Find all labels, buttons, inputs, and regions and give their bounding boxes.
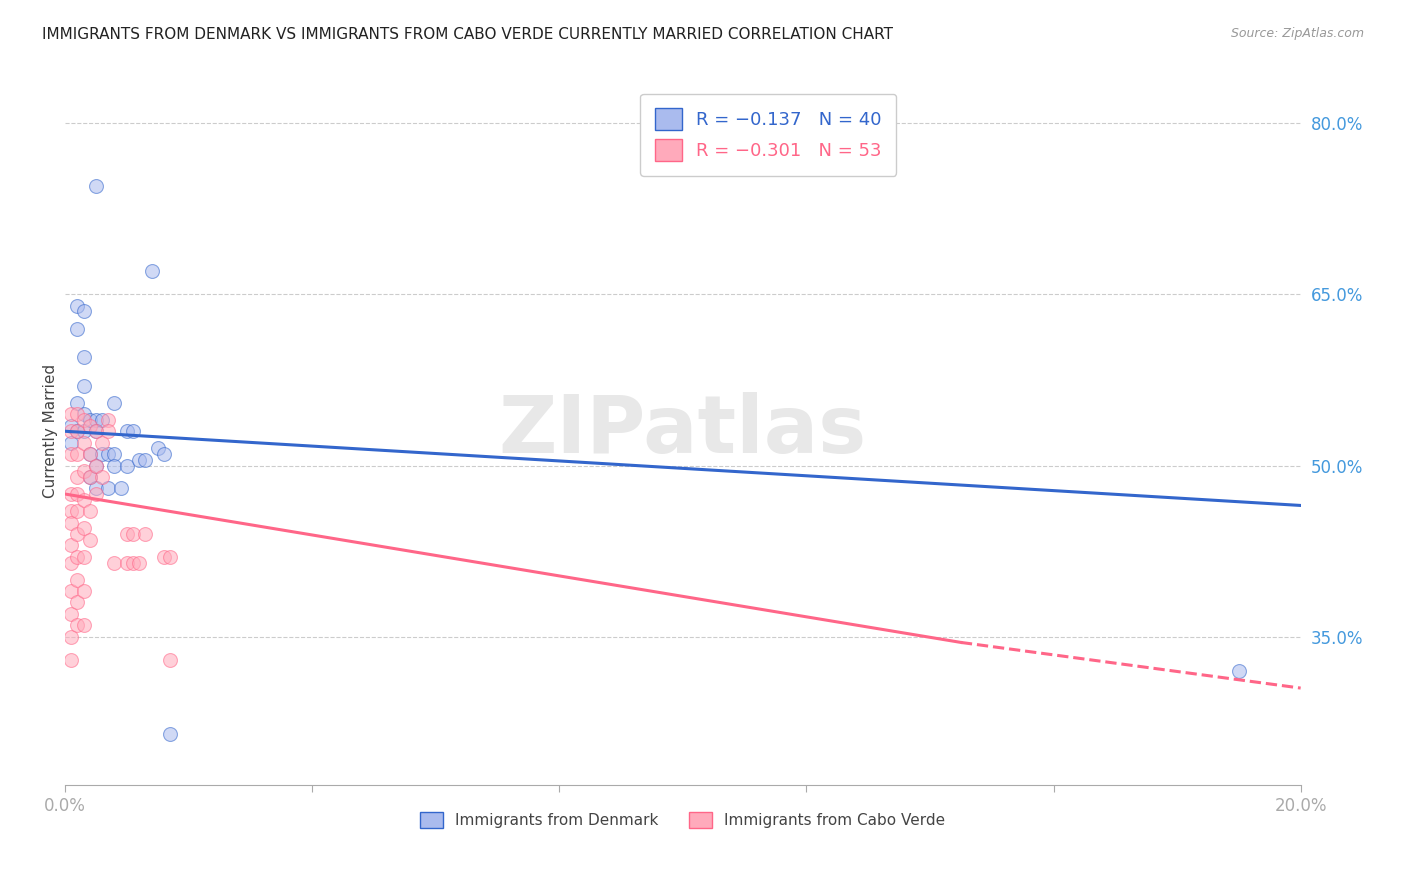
Point — [91, 435, 114, 450]
Point — [66, 618, 89, 632]
Point — [159, 652, 181, 666]
Point — [115, 556, 138, 570]
Point — [72, 378, 94, 392]
Point — [79, 470, 101, 484]
Point — [141, 264, 163, 278]
Point — [66, 321, 89, 335]
Point — [60, 418, 83, 433]
Point — [159, 549, 181, 564]
Point — [91, 470, 114, 484]
Text: ZIPatlas: ZIPatlas — [499, 392, 868, 470]
Point — [146, 442, 169, 456]
Y-axis label: Currently Married: Currently Married — [44, 364, 58, 499]
Point — [66, 447, 89, 461]
Point — [66, 424, 89, 438]
Point — [60, 504, 83, 518]
Point — [115, 458, 138, 473]
Point — [66, 299, 89, 313]
Point — [66, 527, 89, 541]
Point — [84, 178, 107, 193]
Point — [84, 487, 107, 501]
Point — [79, 447, 101, 461]
Point — [122, 556, 145, 570]
Point — [97, 447, 120, 461]
Point — [153, 447, 176, 461]
Point — [115, 527, 138, 541]
Point — [72, 424, 94, 438]
Point — [60, 652, 83, 666]
Point — [72, 350, 94, 364]
Point — [122, 424, 145, 438]
Point — [97, 413, 120, 427]
Point — [72, 521, 94, 535]
Point — [66, 549, 89, 564]
Point — [153, 549, 176, 564]
Point — [72, 618, 94, 632]
Point — [60, 584, 83, 599]
Point — [79, 470, 101, 484]
Point — [84, 424, 107, 438]
Point — [79, 418, 101, 433]
Point — [66, 470, 89, 484]
Point — [110, 481, 132, 495]
Point — [72, 304, 94, 318]
Point — [72, 464, 94, 478]
Point — [97, 424, 120, 438]
Point — [134, 527, 156, 541]
Point — [60, 407, 83, 421]
Point — [79, 533, 101, 547]
Point — [97, 481, 120, 495]
Point — [115, 424, 138, 438]
Text: IMMIGRANTS FROM DENMARK VS IMMIGRANTS FROM CABO VERDE CURRENTLY MARRIED CORRELAT: IMMIGRANTS FROM DENMARK VS IMMIGRANTS FR… — [42, 27, 893, 42]
Legend: Immigrants from Denmark, Immigrants from Cabo Verde: Immigrants from Denmark, Immigrants from… — [415, 805, 952, 834]
Point — [60, 435, 83, 450]
Point — [60, 607, 83, 621]
Point — [66, 504, 89, 518]
Point — [134, 452, 156, 467]
Point — [72, 492, 94, 507]
Point — [60, 556, 83, 570]
Point — [79, 504, 101, 518]
Text: Source: ZipAtlas.com: Source: ZipAtlas.com — [1230, 27, 1364, 40]
Point — [66, 407, 89, 421]
Point — [84, 458, 107, 473]
Point — [84, 413, 107, 427]
Point — [60, 447, 83, 461]
Point — [128, 556, 150, 570]
Point — [128, 452, 150, 467]
Point — [60, 487, 83, 501]
Point — [72, 435, 94, 450]
Point — [60, 538, 83, 552]
Point — [66, 424, 89, 438]
Point — [72, 413, 94, 427]
Point — [91, 447, 114, 461]
Point — [122, 527, 145, 541]
Point — [66, 395, 89, 409]
Point — [1227, 664, 1250, 678]
Point — [72, 549, 94, 564]
Point — [60, 516, 83, 530]
Point — [60, 630, 83, 644]
Point — [79, 447, 101, 461]
Point — [91, 413, 114, 427]
Point — [103, 447, 125, 461]
Point — [84, 481, 107, 495]
Point — [79, 413, 101, 427]
Point — [103, 395, 125, 409]
Point — [159, 727, 181, 741]
Point — [66, 487, 89, 501]
Point — [103, 556, 125, 570]
Point — [72, 407, 94, 421]
Point — [84, 458, 107, 473]
Point — [72, 584, 94, 599]
Point — [60, 424, 83, 438]
Point — [66, 573, 89, 587]
Point — [84, 424, 107, 438]
Point — [66, 595, 89, 609]
Point — [103, 458, 125, 473]
